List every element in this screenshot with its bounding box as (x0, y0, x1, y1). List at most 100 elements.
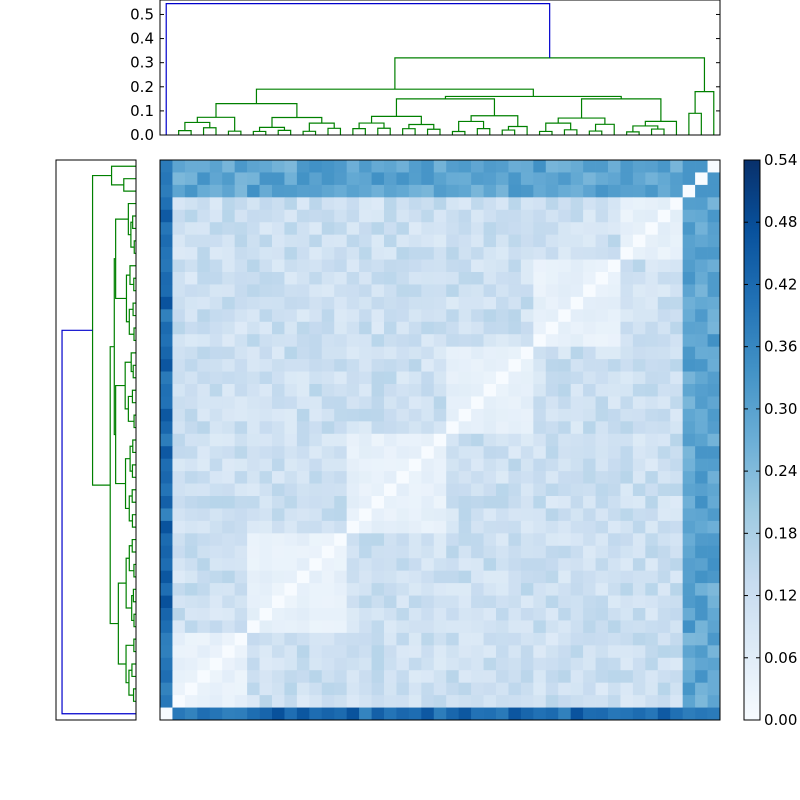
heatmap-cell (670, 184, 684, 198)
heatmap-cell (259, 570, 273, 584)
heatmap-cell (222, 645, 236, 659)
heatmap-cell (433, 558, 447, 572)
heatmap-cell (645, 632, 659, 646)
heatmap-cell (458, 595, 472, 609)
heatmap-cell (632, 471, 646, 484)
heatmap-cell (570, 670, 584, 684)
heatmap-cell (421, 620, 435, 634)
heatmap-cell (408, 670, 422, 684)
heatmap-cell (620, 346, 634, 360)
heatmap-cell (620, 520, 634, 534)
heatmap-cell (209, 483, 223, 497)
heatmap-cell (209, 309, 223, 323)
heatmap-cell (334, 446, 348, 460)
heatmap-cell (184, 396, 198, 410)
heatmap-cell (645, 508, 659, 522)
heatmap-cell (670, 682, 684, 696)
heatmap-cell (446, 284, 460, 298)
heatmap-cell (309, 508, 323, 522)
heatmap-cell (595, 309, 609, 323)
heatmap-cell (209, 296, 223, 310)
heatmap-cell (371, 682, 385, 696)
colorbar-tick-label: 0.24 (764, 462, 797, 480)
heatmap-cell (184, 234, 198, 248)
heatmap-cell (471, 172, 484, 186)
heatmap-cell (334, 384, 348, 397)
dendrogram-link (458, 120, 485, 132)
heatmap-cell (545, 384, 559, 397)
heatmap-cell (558, 608, 572, 621)
heatmap-cell (645, 670, 659, 684)
heatmap-cell (632, 458, 646, 472)
heatmap-cell (545, 570, 559, 584)
heatmap-cell (384, 346, 397, 360)
heatmap-cell (396, 259, 410, 273)
heatmap-cell (309, 632, 323, 646)
heatmap-cell (695, 234, 708, 248)
heatmap-cell (520, 247, 534, 260)
heatmap-cell (608, 421, 621, 435)
heatmap-cell (707, 184, 721, 198)
heatmap-cell (657, 458, 671, 472)
dendrogram-tick-label: 0.4 (130, 30, 154, 48)
heatmap-cell (682, 533, 696, 547)
heatmap-cell (334, 657, 348, 671)
heatmap-cell (433, 421, 447, 435)
heatmap-cell (172, 209, 186, 223)
heatmap-cell (247, 657, 260, 671)
heatmap-cell (533, 334, 547, 348)
heatmap-cell (359, 259, 372, 273)
heatmap-cell (184, 558, 198, 572)
heatmap-cell (645, 172, 659, 186)
colorbar-tick-label: 0.06 (764, 649, 797, 667)
heatmap-cell (346, 247, 360, 260)
heatmap-cell (558, 471, 572, 484)
heatmap-cell (446, 670, 460, 684)
heatmap-cell (707, 695, 721, 708)
heatmap-cell (433, 707, 447, 721)
dendrogram-link (327, 127, 342, 135)
heatmap-cell (359, 446, 372, 460)
heatmap-cell (247, 197, 260, 211)
heatmap-cell (234, 197, 248, 211)
heatmap-cell (520, 657, 534, 671)
heatmap-cell (371, 496, 385, 509)
heatmap-cell (570, 197, 584, 211)
heatmap-cell (272, 632, 285, 646)
heatmap-cell (247, 545, 260, 559)
heatmap-cell (209, 520, 223, 534)
heatmap-cell (608, 695, 621, 708)
heatmap-cell (620, 545, 634, 559)
heatmap-cell (396, 421, 410, 435)
heatmap-cell (508, 359, 522, 372)
heatmap-cell (496, 359, 509, 372)
heatmap-cell (533, 321, 547, 335)
heatmap-cell (334, 533, 348, 547)
heatmap-cell (595, 172, 609, 186)
heatmap-cell (346, 645, 360, 659)
heatmap-cell (296, 421, 310, 435)
heatmap-cell (645, 458, 659, 472)
heatmap-cell (695, 545, 708, 559)
heatmap-cell (620, 620, 634, 634)
heatmap-cell (247, 296, 260, 310)
heatmap-cell (545, 284, 559, 298)
heatmap-cell (545, 446, 559, 460)
heatmap-cell (707, 496, 721, 509)
heatmap-cell (707, 545, 721, 559)
heatmap-cell (296, 545, 310, 559)
heatmap-cell (209, 421, 223, 435)
heatmap-cell (160, 583, 173, 596)
heatmap-cell (483, 471, 497, 484)
heatmap-cell (433, 334, 447, 348)
heatmap-cell (483, 570, 497, 584)
heatmap-cell (309, 433, 323, 447)
heatmap-cell (695, 558, 708, 572)
heatmap-cell (695, 309, 708, 323)
heatmap-cell (620, 433, 634, 447)
heatmap-cell (421, 608, 435, 621)
heatmap-cell (259, 184, 273, 198)
heatmap-cell (259, 234, 273, 248)
heatmap-cell (334, 471, 348, 484)
heatmap-cell (645, 384, 659, 397)
